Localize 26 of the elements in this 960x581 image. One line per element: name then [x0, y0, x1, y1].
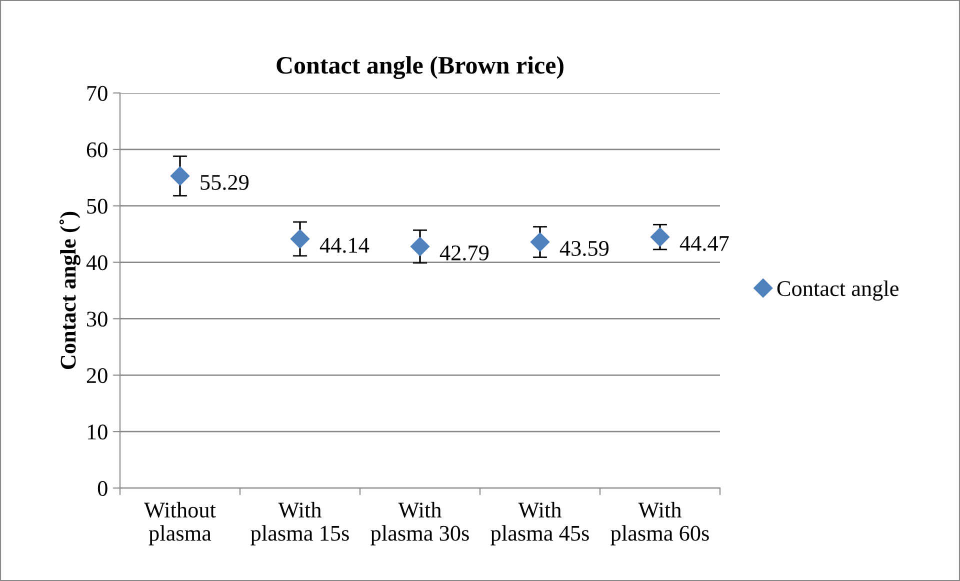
y-tick-label: 0: [98, 480, 108, 496]
y-tick-label: 20: [86, 368, 108, 384]
y-tick-label: 10: [88, 424, 108, 440]
legend-label: Contact angle: [777, 280, 898, 301]
y-tick-label: 40: [86, 255, 108, 270]
x-tick-label: With plasma 15s: [250, 502, 349, 546]
point: [650, 228, 670, 247]
data-label: 42.79: [440, 245, 489, 261]
x-tick-label: With plasma 60s: [610, 502, 709, 546]
data-label: 44.14: [320, 238, 370, 253]
data-label: 44.47: [680, 236, 729, 252]
x-tick-label: With plasma 45s: [490, 502, 589, 546]
data-label: 43.59: [560, 240, 609, 256]
y-tick-label: 70: [87, 86, 108, 101]
data-label: 55.29: [200, 174, 249, 190]
point: [410, 237, 430, 256]
y-tick-label: 50: [87, 198, 108, 214]
y-tick-label: 60: [86, 142, 108, 158]
x-tick-label: With plasma 30s: [370, 502, 469, 546]
chart-title: Contact angle (Brown rice): [276, 56, 564, 80]
point: [530, 232, 550, 252]
y-axis-title: Contact angle (˚): [59, 212, 80, 370]
point: [170, 166, 190, 186]
y-tick-label: 30: [87, 312, 108, 327]
x-tick-label: Without plasma: [144, 502, 216, 546]
point: [290, 229, 310, 248]
